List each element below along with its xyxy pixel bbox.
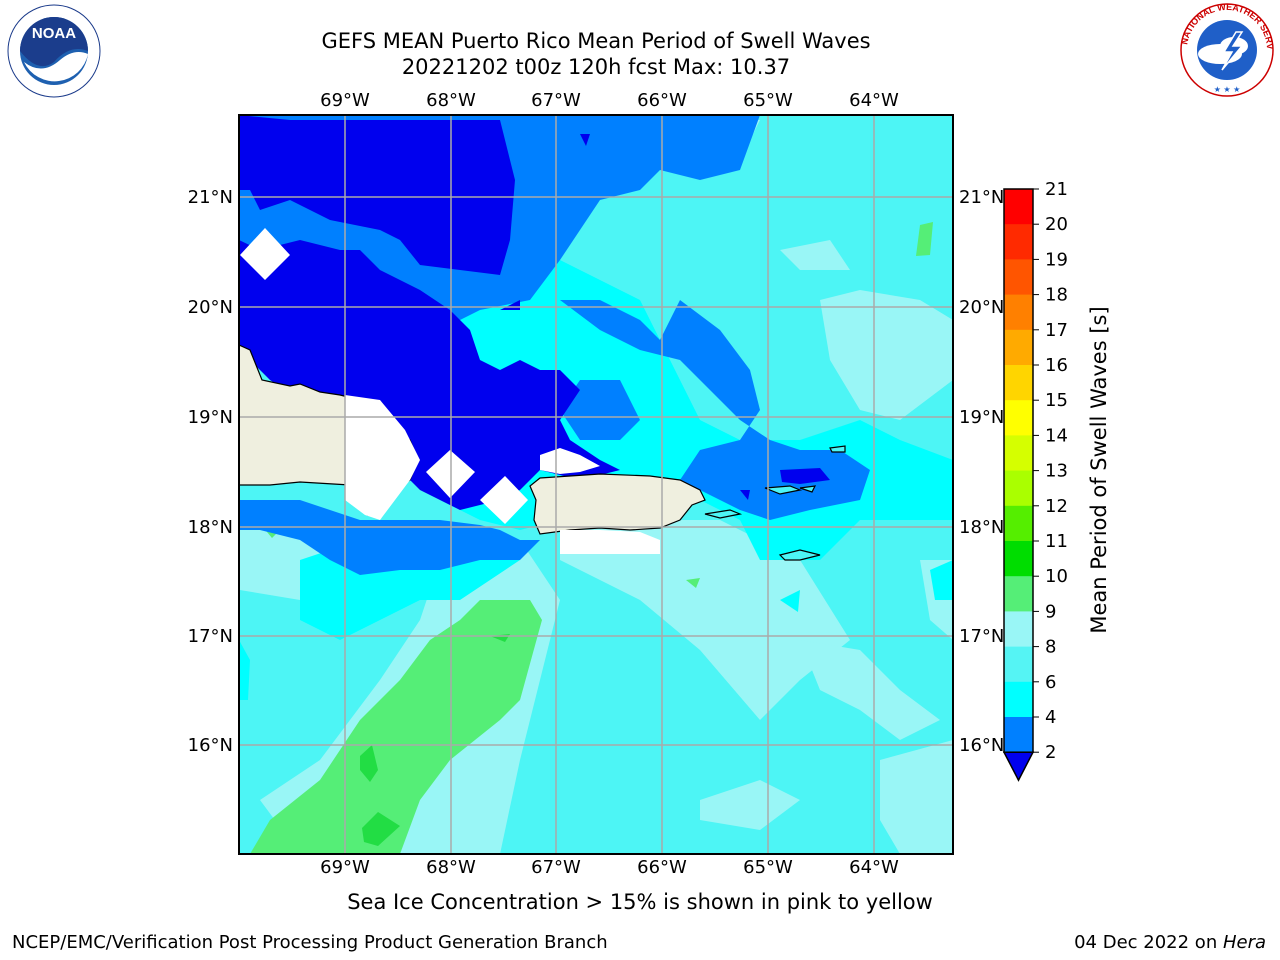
colorbar-tick-label: 4 xyxy=(1045,707,1056,728)
lon-label: 65°W xyxy=(743,90,793,111)
colorbar-tick-label: 18 xyxy=(1045,285,1068,306)
colorbar-segment xyxy=(1004,294,1033,331)
colorbar-tick-label: 12 xyxy=(1045,496,1068,517)
colorbar-tick-label: 17 xyxy=(1045,320,1068,341)
map-gridlines xyxy=(239,115,953,854)
map-frame xyxy=(238,114,954,855)
footer-host: Hera xyxy=(1222,932,1266,953)
colorbar-tick-label: 20 xyxy=(1045,214,1068,235)
colorbar-tick-label: 8 xyxy=(1045,637,1056,658)
lon-label: 66°W xyxy=(637,90,687,111)
lat-label: 17°N xyxy=(959,626,1004,647)
lat-label: 21°N xyxy=(959,187,1004,208)
lat-labels-right: 21°N 20°N 19°N 18°N 17°N 16°N xyxy=(959,187,1004,756)
footer-date-text: 04 Dec 2022 on xyxy=(1074,932,1223,953)
lon-label: 66°W xyxy=(637,857,687,878)
colorbar-tick-label: 14 xyxy=(1045,425,1068,446)
lon-label: 69°W xyxy=(320,90,370,111)
swell-field-9-10 xyxy=(250,222,933,854)
colorbar-segment xyxy=(1004,189,1033,225)
footer-date: 04 Dec 2022 on Hera xyxy=(1074,932,1266,953)
lon-label: 69°W xyxy=(320,857,370,878)
colorbar-segment xyxy=(1004,259,1033,296)
colorbar-segment xyxy=(1004,470,1033,507)
colorbar-segment xyxy=(1004,224,1033,260)
lat-label: 18°N xyxy=(188,517,233,538)
colorbar-segment xyxy=(1004,611,1033,648)
colorbar: 21 20 19 18 17 16 15 14 13 12 11 10 9 8 6 4 2 xyxy=(1002,179,1068,782)
chart-title: GEFS MEAN Puerto Rico Mean Period of Swe… xyxy=(321,29,871,53)
swell-field-10-11 xyxy=(360,634,510,846)
colorbar-tick-label: 19 xyxy=(1045,249,1068,270)
lon-label: 64°W xyxy=(849,857,899,878)
colorbar-segment xyxy=(1004,717,1033,753)
colorbar-segment xyxy=(1004,329,1033,366)
lat-label: 16°N xyxy=(959,735,1004,756)
colorbar-segment xyxy=(1004,646,1033,683)
lat-label: 16°N xyxy=(188,735,233,756)
chart-subtitle: 20221202 t00z 120h fcst Max: 10.37 xyxy=(401,55,791,79)
lon-label: 67°W xyxy=(531,90,581,111)
lon-label: 68°W xyxy=(426,90,476,111)
colorbar-segment xyxy=(1004,576,1033,612)
lat-labels-left: 21°N 20°N 19°N 18°N 17°N 16°N xyxy=(188,187,233,756)
lon-label: 65°W xyxy=(743,857,793,878)
lat-label: 18°N xyxy=(959,517,1004,538)
colorbar-label: Mean Period of Swell Waves [s] xyxy=(1087,306,1111,633)
lon-labels-top: 69°W 68°W 67°W 66°W 65°W 64°W xyxy=(320,90,899,111)
colorbar-tick-label: 16 xyxy=(1045,355,1068,376)
colorbar-segment xyxy=(1004,681,1033,718)
lat-label: 20°N xyxy=(188,297,233,318)
colorbar-extend-arrow xyxy=(1002,751,1035,782)
colorbar-segment xyxy=(1004,435,1033,472)
colorbar-tick-label: 15 xyxy=(1045,390,1068,411)
footer-branch: NCEP/EMC/Verification Post Processing Pr… xyxy=(12,932,608,953)
land-mask xyxy=(240,228,660,554)
lat-label: 17°N xyxy=(188,626,233,647)
sea-ice-caption: Sea Ice Concentration > 15% is shown in … xyxy=(347,890,933,914)
lat-label: 21°N xyxy=(188,187,233,208)
noaa-logo-text: NOAA xyxy=(32,25,76,42)
colorbar-tick-label: 21 xyxy=(1045,179,1068,200)
colorbar-tick-label: 2 xyxy=(1045,742,1056,763)
lon-label: 64°W xyxy=(849,90,899,111)
nws-logo: NATIONAL WEATHER SERVICE ★ ★ ★ xyxy=(1176,2,1275,97)
colorbar-tick-label: 13 xyxy=(1045,461,1068,482)
map-area xyxy=(239,115,953,854)
colorbar-segment xyxy=(1004,365,1033,401)
lon-label: 68°W xyxy=(426,857,476,878)
colorbar-tick-label: 11 xyxy=(1045,531,1068,552)
colorbar-tick-label: 6 xyxy=(1045,672,1056,693)
lon-labels-bottom: 69°W 68°W 67°W 66°W 65°W 64°W xyxy=(320,857,899,878)
colorbar-tick-label: 9 xyxy=(1045,601,1056,622)
colorbar-segment xyxy=(1004,400,1033,436)
colorbar-tick-label: 10 xyxy=(1045,566,1068,587)
lat-label: 19°N xyxy=(188,407,233,428)
colorbar-segment xyxy=(1004,541,1033,577)
svg-text:★ ★ ★: ★ ★ ★ xyxy=(1214,85,1241,94)
lat-label: 20°N xyxy=(959,297,1004,318)
noaa-logo: NOAA xyxy=(7,4,101,98)
lon-label: 67°W xyxy=(531,857,581,878)
lat-label: 19°N xyxy=(959,407,1004,428)
colorbar-segment xyxy=(1004,505,1033,542)
